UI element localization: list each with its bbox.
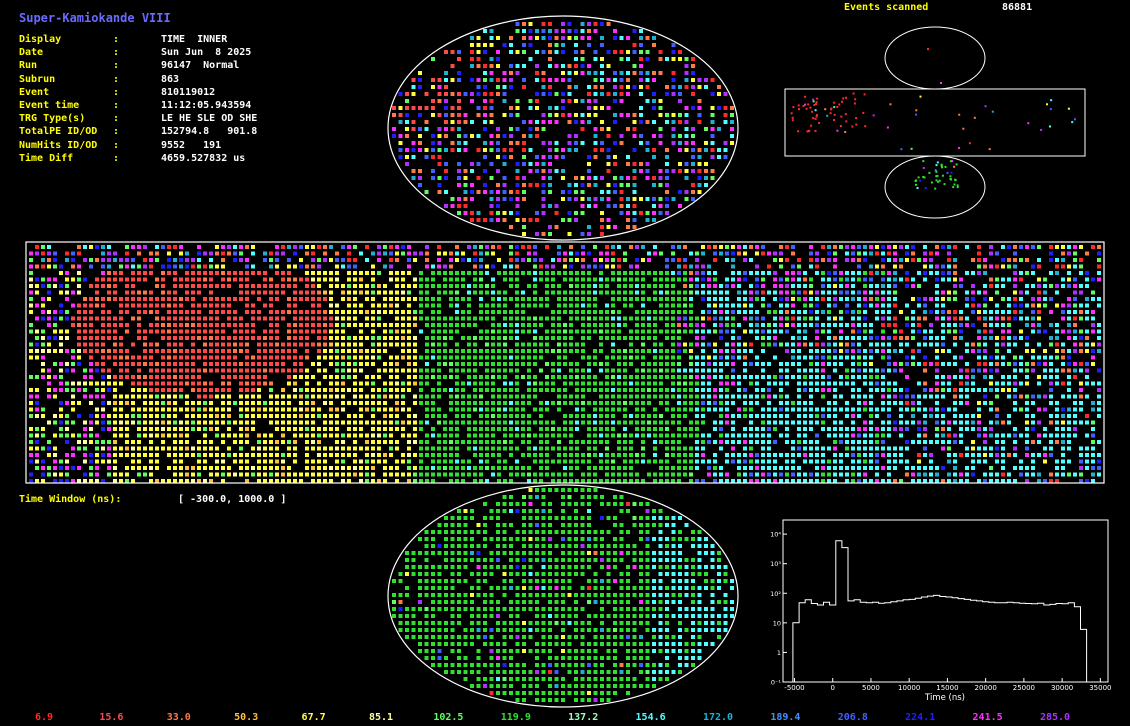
info-row: Display: TIME INNER [19,33,257,46]
info-label: Time Diff [19,152,74,164]
info-label: TRG Type(s) [19,113,86,125]
x-tick-label: 20000 [975,684,997,692]
top-endcap-hits [392,22,734,236]
info-row: Event time: 11:12:05.943594 [19,99,257,112]
histogram-xlabel: Time (ns) [924,693,965,703]
info-value: 810119012 [161,86,216,98]
info-colon: : [113,99,120,111]
legend-value: 285.0 [1039,712,1071,723]
time-window-value: [ -300.0, 1000.0 ] [178,494,287,505]
info-row: Run: 96147 Normal [19,59,257,72]
info-colon: : [113,113,120,125]
od-top-outline [884,26,986,90]
info-label: Display [19,34,62,45]
events-scanned-value: 86881 [1002,2,1033,13]
info-value: 9552 191 [161,139,222,151]
legend-value: 206.8 [837,712,868,723]
barrel-outline [25,241,1105,484]
y-tick-label: 1 [777,649,781,657]
info-value: Sun Jun 8 2025 [161,47,252,59]
time-histogram[interactable]: -5000 0 5000 10000 15000 20000 25000 30000 35000… [770,515,1120,705]
color-scale-legend: 6.9 15.6 33.0 50.3 67.7 85.1 102.5 119.9 137.2 15… [0,712,1130,726]
info-label: NumHits ID/OD [19,139,98,151]
legend-value: 102.5 [433,712,464,723]
info-colon: : [113,47,120,59]
x-tick-label: 30000 [1051,684,1073,692]
legend-value: 172.0 [702,712,734,723]
info-label: Event time [19,99,80,111]
info-label: Date [19,47,44,59]
info-row: NumHits ID/OD: 9552 191 [19,139,257,152]
info-row: Date: Sun Jun 8 2025 [19,46,257,59]
event-info-panel: Display: TIME INNER Date: Sun Jun 8 2025 Run… [19,33,257,165]
x-tick-label: 35000 [1089,684,1111,692]
legend-value: 119.9 [500,712,531,723]
info-colon: : [113,152,120,164]
legend-value: 189.4 [770,712,801,723]
info-row: TotalPE ID/OD: 152794.8 901.8 [19,125,257,138]
legend-value: 241.5 [972,712,1003,723]
y-tick-label: 10³ [770,560,781,568]
y-tick-label: 10⁴ [770,531,781,539]
legend-value: 15.6 [99,712,124,723]
histogram-frame [782,519,1109,683]
od-bottom-outline [884,155,986,219]
info-value: LE HE SLE OD SHE [161,113,258,125]
x-tick-label: 0 [830,684,834,692]
legend-value: 50.3 [234,712,259,723]
info-value: 4659.527832 us [161,152,246,164]
info-colon: : [113,73,120,85]
info-value: 863 [161,73,180,85]
outer-detector-hits [790,48,1076,190]
x-tick-label: -5000 [784,684,804,692]
x-tick-label: 5000 [862,684,880,692]
info-value: 11:12:05.943594 [161,99,252,111]
legend-value: 67.7 [301,712,326,723]
info-value: 152794.8 901.8 [161,126,258,138]
legend-value: 154.6 [635,712,666,723]
info-value: 96147 Normal [161,60,240,72]
info-row: Time Diff: 4659.527832 us [19,152,257,165]
y-tick-label: 10⁻¹ [770,679,781,687]
x-tick-label: 25000 [1013,684,1035,692]
info-colon: : [113,34,120,45]
bottom-endcap-hits [392,488,734,702]
od-barrel-outline [784,88,1086,157]
info-colon: : [113,86,120,98]
legend-value: 6.9 [34,712,54,723]
events-scanned-label: Events scanned [844,2,929,13]
y-tick-label: 10 [773,619,781,627]
legend-value: 137.2 [568,712,599,723]
legend-value: 33.0 [166,712,191,723]
info-label: Event [19,86,50,98]
x-tick-label: 10000 [898,684,920,692]
info-label: Subrun [19,73,56,85]
info-colon: : [113,139,120,151]
top-endcap-outline [387,15,739,241]
info-label: Run [19,60,38,72]
time-window-label: Time Window (ns): [19,494,122,505]
info-row: Subrun: 863 [19,73,257,86]
y-tick-label: 10² [770,590,781,598]
info-colon: : [113,126,120,138]
info-value: TIME INNER [161,34,228,45]
bottom-endcap-outline [387,484,739,708]
info-colon: : [113,60,120,72]
barrel-hits [29,245,1101,483]
info-row: TRG Type(s): LE HE SLE OD SHE [19,112,257,125]
x-tick-label: 15000 [936,684,958,692]
legend-value: 224.1 [905,712,936,723]
legend-value: 85.1 [368,712,394,723]
histogram-line [792,540,1088,682]
app-title: Super-Kamiokande VIII [19,11,171,25]
histogram-ticks: -5000 0 5000 10000 15000 20000 25000 30000 35000… [770,531,1111,692]
info-row: Event: 810119012 [19,86,257,99]
info-label: TotalPE ID/OD [19,126,98,138]
